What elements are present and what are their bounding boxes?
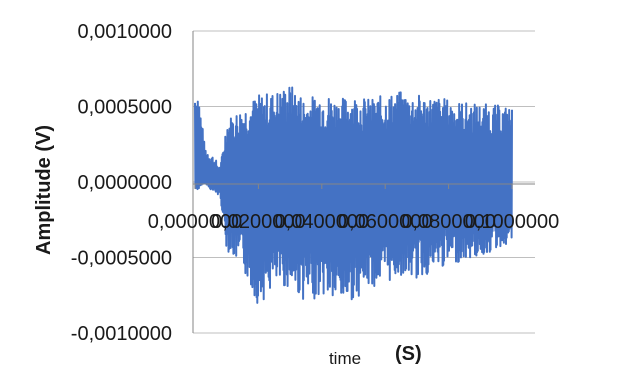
x-tick-label: 0,0200000 <box>211 211 306 233</box>
y-tick-label: 0,0010000 <box>77 21 172 43</box>
y-tick-label: -0,0010000 <box>71 323 172 345</box>
x-tick-label: 0,0400000 <box>275 211 370 233</box>
y-tick-label: 0,0000000 <box>77 172 172 194</box>
y-tick-labels: 0,0010000 0,0005000 0,0000000 -0,0005000 -0,… <box>71 21 172 345</box>
y-axis-label: Amplitude (V) <box>33 125 55 255</box>
x-axis-label: time <box>329 349 361 368</box>
y-tick-label: 0,0005000 <box>77 97 172 119</box>
x-tick-label: 0,0600000 <box>338 211 433 233</box>
x-tick-labels: 0,00000000,02000000,04000000,06000000,08… <box>148 211 560 233</box>
x-tick-label: 0,0000000 <box>148 211 243 233</box>
y-tick-label: -0,0005000 <box>71 248 172 270</box>
x-tick-label: 0,0800000 <box>401 211 496 233</box>
x-axis-unit-label: (S) <box>395 343 422 365</box>
plot-area <box>194 86 513 304</box>
signal-series-line <box>194 86 513 304</box>
axes <box>192 31 535 333</box>
x-tick-label: 0,1000000 <box>465 211 560 233</box>
